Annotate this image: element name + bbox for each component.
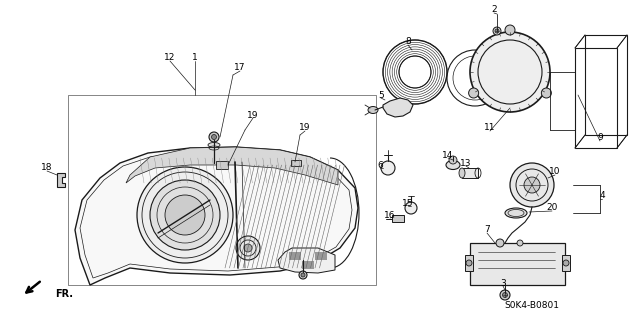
Text: 10: 10 bbox=[549, 167, 561, 176]
Text: 12: 12 bbox=[164, 54, 176, 63]
Text: 11: 11 bbox=[484, 123, 496, 132]
Circle shape bbox=[563, 260, 569, 266]
Polygon shape bbox=[278, 248, 335, 273]
Circle shape bbox=[209, 132, 219, 142]
Bar bbox=[465, 255, 473, 271]
Circle shape bbox=[301, 273, 305, 277]
Text: 8: 8 bbox=[405, 38, 411, 47]
Text: 1: 1 bbox=[192, 54, 198, 63]
Text: 15: 15 bbox=[403, 198, 413, 207]
Circle shape bbox=[495, 29, 499, 33]
Bar bbox=[470, 243, 565, 285]
Text: 18: 18 bbox=[41, 164, 52, 173]
Polygon shape bbox=[75, 147, 358, 285]
Circle shape bbox=[496, 239, 504, 247]
Text: 14: 14 bbox=[442, 151, 454, 160]
Polygon shape bbox=[216, 161, 228, 169]
Text: 6: 6 bbox=[377, 160, 383, 169]
Circle shape bbox=[449, 156, 457, 164]
Bar bbox=[302, 261, 314, 269]
Circle shape bbox=[405, 202, 417, 214]
Circle shape bbox=[299, 271, 307, 279]
Text: 17: 17 bbox=[234, 63, 246, 72]
Circle shape bbox=[510, 163, 554, 207]
Circle shape bbox=[470, 32, 550, 112]
Bar bbox=[68, 95, 376, 285]
Text: 3: 3 bbox=[500, 278, 506, 287]
Text: 20: 20 bbox=[547, 204, 557, 212]
Text: FR.: FR. bbox=[55, 289, 73, 299]
Polygon shape bbox=[383, 98, 413, 117]
Bar bbox=[392, 215, 404, 222]
Text: 7: 7 bbox=[484, 226, 490, 234]
Bar bbox=[575, 48, 617, 148]
Circle shape bbox=[517, 240, 523, 246]
Ellipse shape bbox=[446, 160, 460, 169]
Bar bbox=[562, 255, 570, 271]
Bar bbox=[315, 252, 327, 260]
Ellipse shape bbox=[459, 168, 465, 178]
Ellipse shape bbox=[368, 107, 378, 114]
Text: S0K4-B0801: S0K4-B0801 bbox=[504, 300, 559, 309]
Circle shape bbox=[468, 88, 479, 98]
Circle shape bbox=[502, 293, 508, 298]
Ellipse shape bbox=[505, 208, 527, 218]
Bar bbox=[289, 252, 301, 260]
Circle shape bbox=[541, 88, 552, 98]
Polygon shape bbox=[57, 173, 65, 187]
Circle shape bbox=[493, 27, 501, 35]
Text: 2: 2 bbox=[491, 5, 497, 14]
Circle shape bbox=[381, 161, 395, 175]
Circle shape bbox=[466, 260, 472, 266]
Text: 5: 5 bbox=[378, 91, 384, 100]
Circle shape bbox=[524, 177, 540, 193]
Text: 16: 16 bbox=[384, 211, 396, 219]
Text: 13: 13 bbox=[460, 159, 472, 167]
Circle shape bbox=[500, 290, 510, 300]
Circle shape bbox=[236, 236, 260, 260]
Text: 19: 19 bbox=[247, 110, 259, 120]
Bar bbox=[462, 168, 478, 178]
Text: 9: 9 bbox=[597, 133, 603, 143]
Ellipse shape bbox=[208, 143, 220, 147]
Polygon shape bbox=[291, 160, 301, 166]
Polygon shape bbox=[126, 147, 338, 185]
Circle shape bbox=[505, 25, 515, 35]
Text: 19: 19 bbox=[300, 123, 311, 132]
Bar bbox=[585, 35, 627, 135]
Text: 4: 4 bbox=[599, 191, 605, 201]
Circle shape bbox=[244, 244, 252, 252]
Circle shape bbox=[165, 195, 205, 235]
Circle shape bbox=[137, 167, 233, 263]
Circle shape bbox=[150, 180, 220, 250]
Circle shape bbox=[211, 135, 216, 139]
